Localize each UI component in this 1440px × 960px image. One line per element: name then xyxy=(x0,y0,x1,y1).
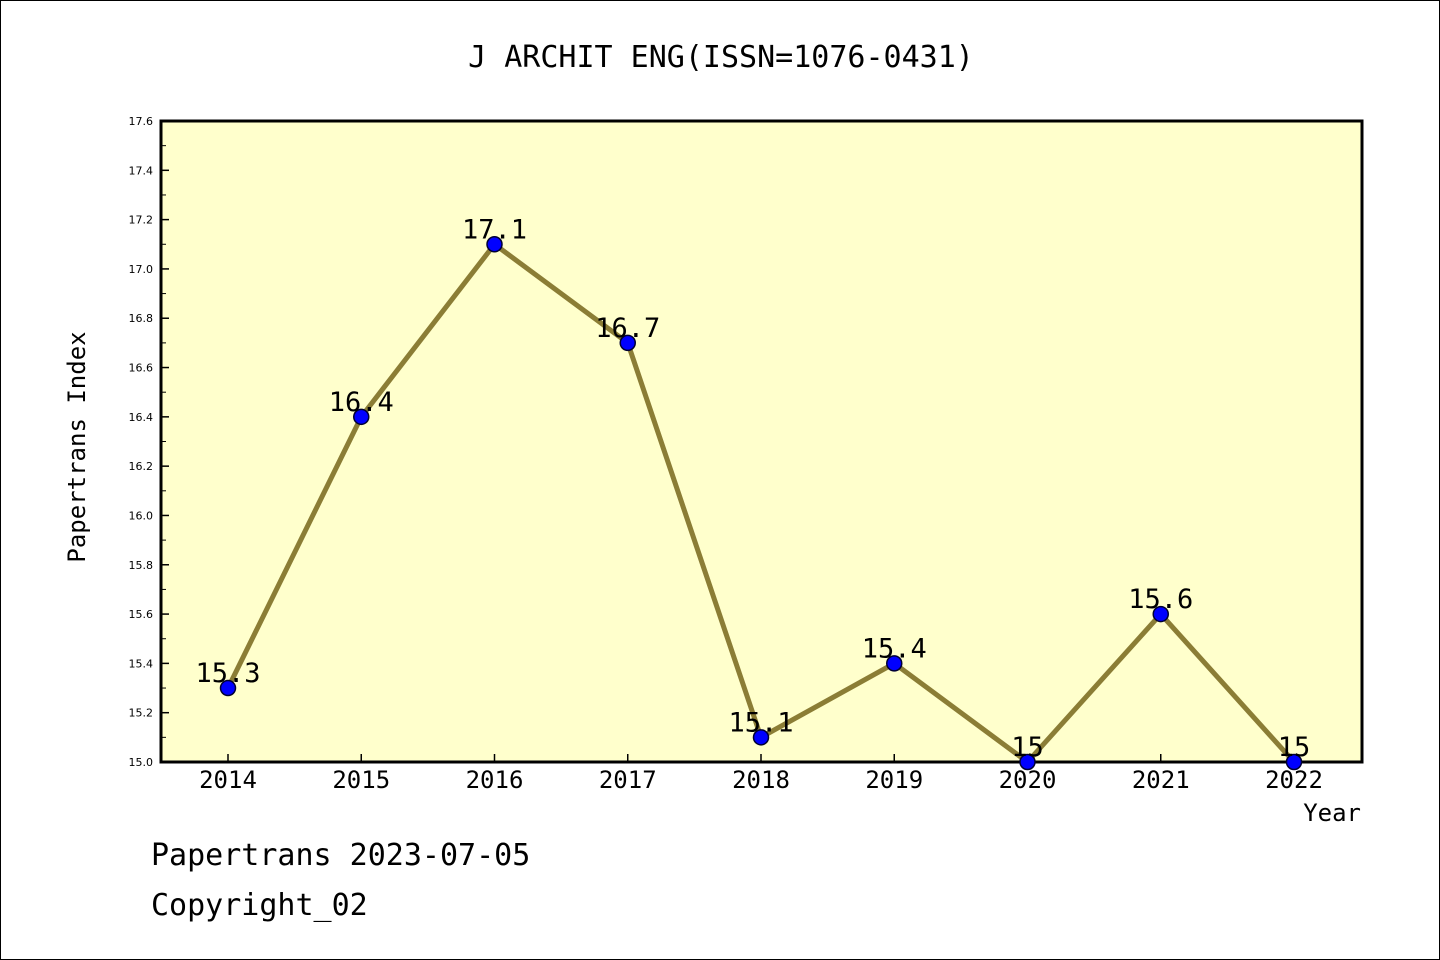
y-tick-label: 17.6 xyxy=(129,115,154,128)
x-axis-label: Year xyxy=(1303,799,1361,827)
data-point xyxy=(1285,753,1303,771)
series-line-group: 15.3 16.4 17.1 16.7 15.1 15.4 15 15.6 15 xyxy=(195,214,1311,771)
y-tick-label: 17.0 xyxy=(129,263,154,276)
y-tick-label: 16.8 xyxy=(129,312,154,325)
y-tick-label: 15.6 xyxy=(129,608,154,621)
data-point xyxy=(1019,753,1036,771)
y-tick-label: 16.0 xyxy=(129,509,154,522)
chart-title: J ARCHIT ENG(ISSN=1076-0431) xyxy=(468,40,974,75)
data-point xyxy=(752,729,770,746)
x-tick-label: 2017 xyxy=(599,766,657,794)
x-tick-label: 2014 xyxy=(199,766,257,794)
y-tick-label: 16.2 xyxy=(129,460,154,473)
data-label: 15 xyxy=(1278,732,1311,763)
x-tick-label: 2021 xyxy=(1132,766,1190,794)
y-tick-label: 17.2 xyxy=(129,214,154,227)
footer-copyright: Copyright_02 xyxy=(151,888,368,923)
footer-date: Papertrans 2023-07-05 xyxy=(151,838,530,873)
data-point xyxy=(219,679,237,697)
y-tick-label: 15.2 xyxy=(129,707,154,720)
data-point xyxy=(486,236,503,253)
x-tick-label: 2018 xyxy=(732,766,790,794)
x-tick-label: 2015 xyxy=(332,766,390,794)
data-label: 15 xyxy=(1011,732,1044,763)
data-label: 16.4 xyxy=(329,387,394,418)
x-tick-label: 2016 xyxy=(466,766,524,794)
x-axis: 2014 2015 2016 2017 2018 2019 2020 2021 2022 xyxy=(199,754,1323,794)
x-tick-label: 2019 xyxy=(865,766,923,794)
data-point xyxy=(1152,605,1169,623)
data-point xyxy=(886,655,903,672)
data-label: 15.6 xyxy=(1128,584,1193,615)
data-label: 16.7 xyxy=(595,313,660,344)
data-label: 15.4 xyxy=(862,633,927,664)
y-tick-label: 17.4 xyxy=(129,164,154,177)
y-tick-label: 16.6 xyxy=(129,362,154,375)
y-axis-label: Papertrans Index xyxy=(63,331,91,562)
y-tick-label: 15.4 xyxy=(129,657,154,670)
data-label: 15.1 xyxy=(728,707,793,738)
x-tick-label: 2020 xyxy=(999,766,1057,794)
data-point xyxy=(353,408,370,426)
x-tick-label: 2022 xyxy=(1265,766,1323,794)
data-label: 17.1 xyxy=(462,214,527,245)
plot-area xyxy=(159,119,1364,764)
y-tick-label: 16.4 xyxy=(129,411,154,424)
data-label: 15.3 xyxy=(195,658,260,689)
y-tick-label: 15.0 xyxy=(129,756,154,769)
y-tick-label: 15.8 xyxy=(129,559,154,572)
data-point xyxy=(619,334,636,352)
y-axis: 15.0 15.2 15.4 15.6 15.8 16.0 16.2 16.4 16.6 16.8… xyxy=(129,115,169,769)
